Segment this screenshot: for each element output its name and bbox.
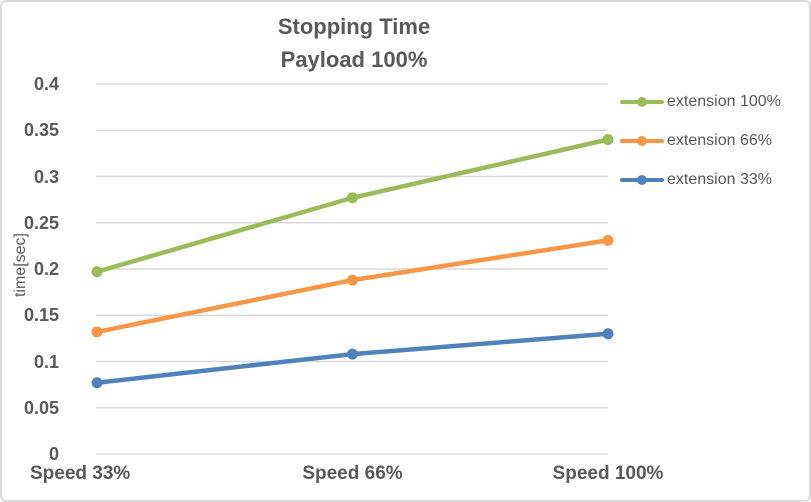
y-tick-label: 0.05 <box>23 397 59 418</box>
legend-item: extension 66% <box>620 131 772 151</box>
chart-title-line-2: Payload 100% <box>280 47 428 72</box>
y-tick-label: 0.4 <box>33 74 59 94</box>
legend-label: extension 100% <box>667 93 781 110</box>
data-point <box>347 192 358 204</box>
data-point <box>91 377 103 389</box>
data-point <box>347 348 358 360</box>
chart-title: Stopping Time Payload 100% <box>278 10 430 76</box>
legend-item: extension 33% <box>620 170 772 190</box>
data-point <box>602 234 614 246</box>
x-axis-label: Speed 66% <box>302 463 403 484</box>
y-tick-label: 0 <box>48 444 59 464</box>
x-axis-label: Speed 100% <box>552 463 664 484</box>
data-point <box>602 134 614 145</box>
y-tick-label: 0.25 <box>23 212 59 233</box>
y-tick-label: 0.1 <box>33 351 59 372</box>
legend-item: extension 100% <box>620 92 781 112</box>
legend-line-marker-icon <box>620 97 664 107</box>
data-point <box>347 274 358 286</box>
data-point <box>91 326 103 338</box>
legend-line-marker-icon <box>620 175 664 185</box>
data-point <box>91 266 103 278</box>
data-point <box>602 328 614 340</box>
legend-dot-icon <box>637 97 647 107</box>
y-tick-label: 0.35 <box>23 120 59 141</box>
y-tick-label: 0.2 <box>33 259 59 279</box>
series-line <box>94 238 611 335</box>
x-axis-label: Speed 33% <box>30 463 131 484</box>
legend-line-marker-icon <box>620 136 664 146</box>
y-tick-label: 0.3 <box>33 166 59 187</box>
legend-label: extension 66% <box>667 132 772 149</box>
y-tick-label: 0.15 <box>23 305 59 326</box>
legend-label: extension 33% <box>667 171 772 188</box>
legend-dot-icon <box>637 175 647 185</box>
legend-dot-icon <box>637 136 647 146</box>
chart-title-line-1: Stopping Time <box>277 14 431 39</box>
